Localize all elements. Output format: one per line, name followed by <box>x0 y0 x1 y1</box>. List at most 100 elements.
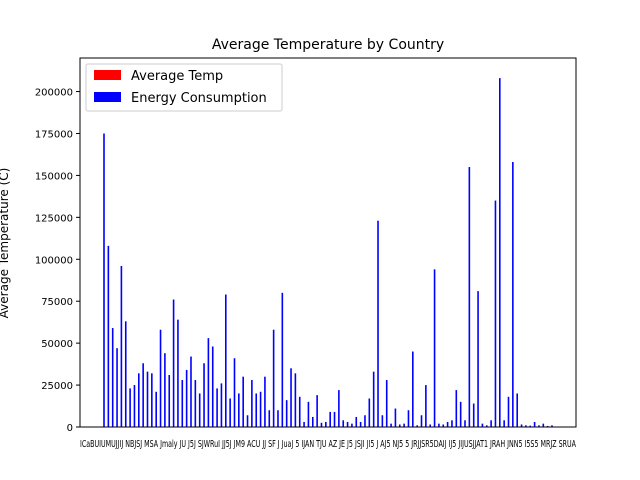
bar-energy-26 <box>216 388 218 427</box>
bar-energy-89 <box>490 420 492 427</box>
bar-energy-11 <box>151 373 153 427</box>
legend-swatch-average-temp <box>94 70 121 80</box>
bar-energy-95 <box>516 393 518 427</box>
bar-energy-20 <box>190 356 192 427</box>
bar-energy-101 <box>542 423 545 427</box>
bar-energy-46 <box>303 421 305 427</box>
bar-energy-63 <box>377 220 379 427</box>
bar-energy-64 <box>381 415 384 427</box>
bar-energy-12 <box>155 391 157 427</box>
bar-energy-66 <box>390 423 392 427</box>
bar-energy-59 <box>359 421 362 427</box>
bar-energy-35 <box>255 393 258 427</box>
plot-frame <box>79 57 577 428</box>
bar-energy-88 <box>485 425 488 427</box>
bar-energy-34 <box>251 380 253 427</box>
bar-energy-23 <box>203 363 205 427</box>
bar-energy-84 <box>468 167 471 427</box>
bar-energy-86 <box>477 291 479 427</box>
bar-energy-81 <box>455 390 458 427</box>
bar-energy-45 <box>298 396 301 427</box>
x-tick-labels: ICaBUIUMUJJIJ NBJSJ MSA Jmaly JU J5J SJW… <box>80 439 576 450</box>
bar-energy-5 <box>124 321 127 427</box>
bar-energy-18 <box>181 380 184 427</box>
bar-energy-80 <box>451 420 453 427</box>
bar-energy-50 <box>320 422 323 427</box>
bar-energy-74 <box>425 385 427 427</box>
bar-energy-75 <box>429 424 432 427</box>
bar-energy-30 <box>233 358 236 427</box>
bar-energy-51 <box>325 421 327 427</box>
bar-energy-102 <box>546 425 549 427</box>
bar-energy-16 <box>172 299 175 427</box>
bar-energy-100 <box>538 425 540 427</box>
bar-energy-42 <box>285 400 288 427</box>
bar-energy-67 <box>394 408 397 427</box>
bar-energy-21 <box>194 380 197 427</box>
legend: Average Temp Energy Consumption <box>85 63 283 112</box>
bar-energy-47 <box>307 401 310 427</box>
bar-energy-39 <box>272 329 275 427</box>
bar-energy-6 <box>129 388 131 427</box>
bar-energy-58 <box>355 416 358 427</box>
legend-swatch-energy-consumption <box>94 92 121 102</box>
chart-title: Average Temperature by Country <box>212 37 444 53</box>
bar-energy-97 <box>525 425 527 427</box>
bar-energy-98 <box>529 425 532 427</box>
bar-energy-40 <box>277 410 279 427</box>
bar-energy-65 <box>385 380 388 427</box>
bar-energy-1 <box>107 245 110 427</box>
bar-energy-99 <box>533 421 536 427</box>
bar-energy-7 <box>133 385 136 427</box>
bar-energy-77 <box>438 423 440 427</box>
bar-energy-87 <box>481 423 484 427</box>
bar-energy-70 <box>407 410 410 427</box>
y-axis: 0 25000 50000 75000 100000 125000 150000 175000… <box>35 88 80 434</box>
bar-energy-44 <box>294 373 297 427</box>
y-tick-label: 100000 <box>35 255 73 266</box>
bar-energy-55 <box>342 420 345 427</box>
bar-energy-43 <box>290 368 292 427</box>
y-tick-label: 200000 <box>35 88 73 99</box>
bar-energy-93 <box>507 396 510 427</box>
bar-energy-92 <box>503 420 505 427</box>
bar-energy-14 <box>164 353 166 427</box>
bar-energy-76 <box>433 269 436 427</box>
bar-energy-31 <box>238 393 240 427</box>
bar-energy-96 <box>520 424 523 427</box>
bar-energy-57 <box>351 423 353 427</box>
bar-energy-90 <box>494 200 497 427</box>
bar-energy-56 <box>346 421 349 427</box>
bar-energy-94 <box>512 161 514 428</box>
bar-energy-82 <box>459 401 462 427</box>
y-tick-label: 175000 <box>35 129 73 140</box>
bar-energy-27 <box>220 383 223 427</box>
y-tick-label: 75000 <box>41 297 73 308</box>
bar-energy-10 <box>146 371 149 427</box>
bar-energy-49 <box>316 395 318 427</box>
bar-energy-60 <box>364 415 366 427</box>
bar-energy-68 <box>398 424 401 427</box>
bar-energy-48 <box>311 416 314 427</box>
bar-energy-0 <box>103 133 105 428</box>
bar-energy-22 <box>198 393 201 427</box>
y-tick-label: 50000 <box>41 339 73 350</box>
bar-energy-79 <box>446 421 449 427</box>
bar-energy-24 <box>207 338 210 427</box>
bar-energy-54 <box>338 390 340 427</box>
bar-energy-53 <box>333 411 336 427</box>
bar-energy-13 <box>159 329 162 427</box>
bar-energy-2 <box>111 328 114 427</box>
bar-energy-25 <box>211 346 214 427</box>
bar-energy-61 <box>368 398 371 427</box>
bar-energy-38 <box>268 410 271 427</box>
bar-energy-73 <box>420 415 423 427</box>
bar-energy-33 <box>246 415 249 427</box>
bar-energy-83 <box>464 420 466 427</box>
legend-box <box>85 63 283 112</box>
legend-label-energy-consumption: Energy Consumption <box>131 91 267 106</box>
bar-energy-69 <box>403 423 405 427</box>
bar-energy-8 <box>138 373 140 427</box>
bar-energy-29 <box>229 398 231 427</box>
